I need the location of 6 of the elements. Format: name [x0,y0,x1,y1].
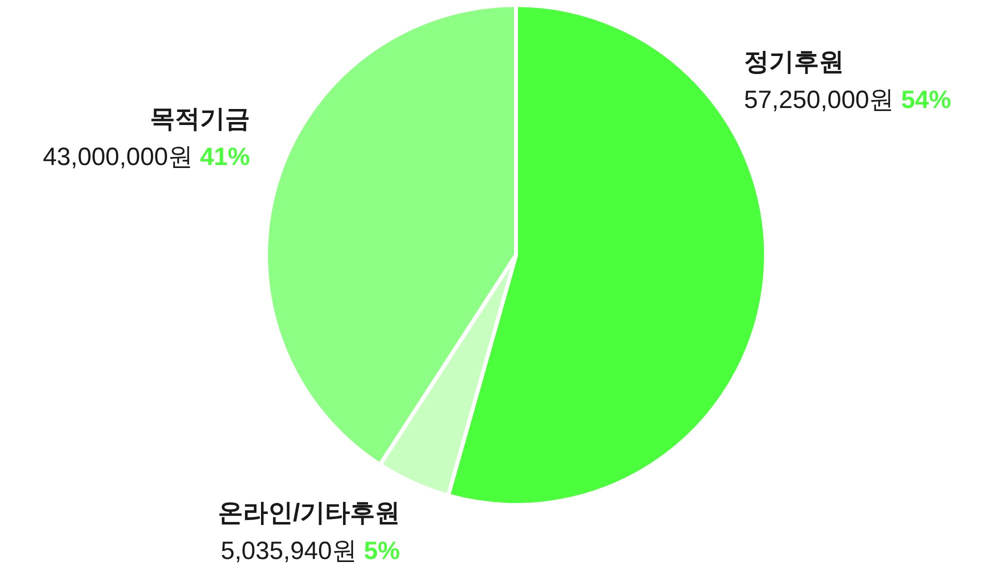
slice-label: 온라인/기타후원 [218,499,400,527]
data-label: 57,250,000원 54% [744,86,952,114]
data-label: 5,035,940원 5% [220,537,400,565]
slice-label: 목적기금 [150,105,250,133]
data-label: 43,000,000원 41% [42,143,250,171]
slice-label: 정기후원 [744,48,844,76]
